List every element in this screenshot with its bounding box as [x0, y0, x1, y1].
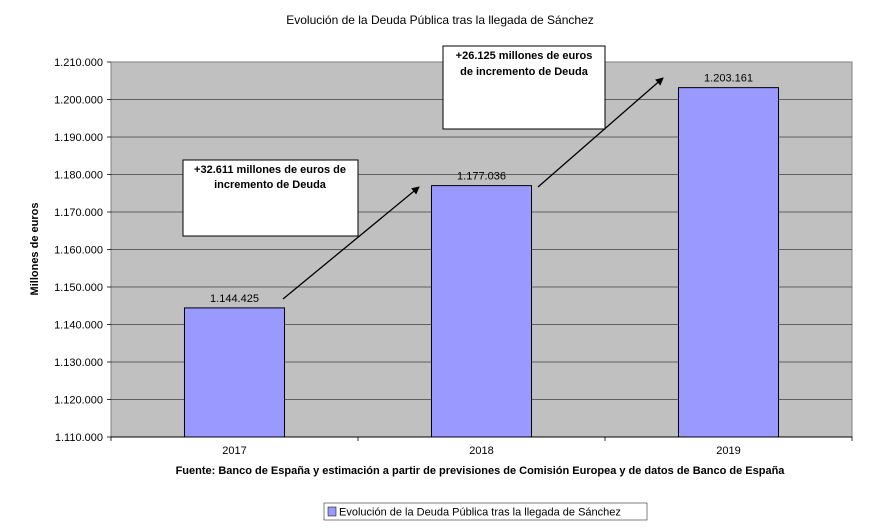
legend: Evolución de la Deuda Pública tras la ll…: [323, 502, 648, 521]
y-tick-label: 1.110.000: [55, 432, 103, 444]
bars: [183, 87, 780, 438]
annotation-2-line-2: de incremento de Deuda: [460, 66, 589, 78]
x-tick-label-2018: 2018: [469, 445, 493, 457]
annotation-1-line-2: incremento de Deuda: [214, 179, 327, 191]
x-tick-label-2017: 2017: [222, 445, 246, 457]
y-tick-label: 1.170.000: [54, 207, 103, 219]
y-tick-label: 1.150.000: [54, 282, 103, 294]
legend-swatch: [327, 506, 337, 517]
annotation-1-line-1: +32.611 millones de euros de: [194, 164, 346, 176]
data-label-2017: 1.144.425: [210, 293, 259, 305]
legend-label: Evolución de la Deuda Pública tras la ll…: [339, 507, 621, 519]
chart-title: Evolución de la Deuda Pública tras la ll…: [286, 13, 594, 27]
source-note: Fuente: Banco de España y estimación a p…: [176, 465, 786, 477]
data-label-2018: 1.177.036: [457, 171, 506, 183]
annotation-2-line-1: +26.125 millones de euros: [456, 50, 593, 62]
data-labels: 1.144.425 1.177.036 1.203.161: [210, 73, 753, 305]
y-tick-label: 1.130.000: [54, 357, 103, 369]
y-tick-label: 1.200.000: [54, 95, 103, 107]
arrow-2018-2019: [537, 77, 664, 188]
y-tick-label: 1.180.000: [54, 170, 103, 182]
bar-2017: [183, 307, 286, 438]
x-axis-ticks: 2017 2018 2019: [110, 436, 853, 457]
annotation-box-2: [442, 45, 606, 130]
y-tick-label: 1.120.000: [54, 395, 103, 407]
x-tick-label-2019: 2019: [716, 445, 740, 457]
y-axis-ticks: 1.110.000 1.120.000 1.130.000 1.140.000 1.15…: [54, 57, 111, 444]
y-tick-label: 1.160.000: [54, 245, 103, 257]
y-tick-label: 1.190.000: [54, 132, 103, 144]
bar-2019: [677, 87, 780, 438]
annotation-box-1: [182, 159, 359, 237]
y-tick-label: 1.140.000: [54, 320, 103, 332]
y-tick-label: 1.210.000: [54, 57, 103, 69]
data-label-2019: 1.203.161: [704, 73, 753, 85]
arrow-2017-2018: [282, 186, 420, 300]
y-axis-label: Millones de euros: [29, 203, 41, 296]
bar-2018: [430, 185, 533, 438]
